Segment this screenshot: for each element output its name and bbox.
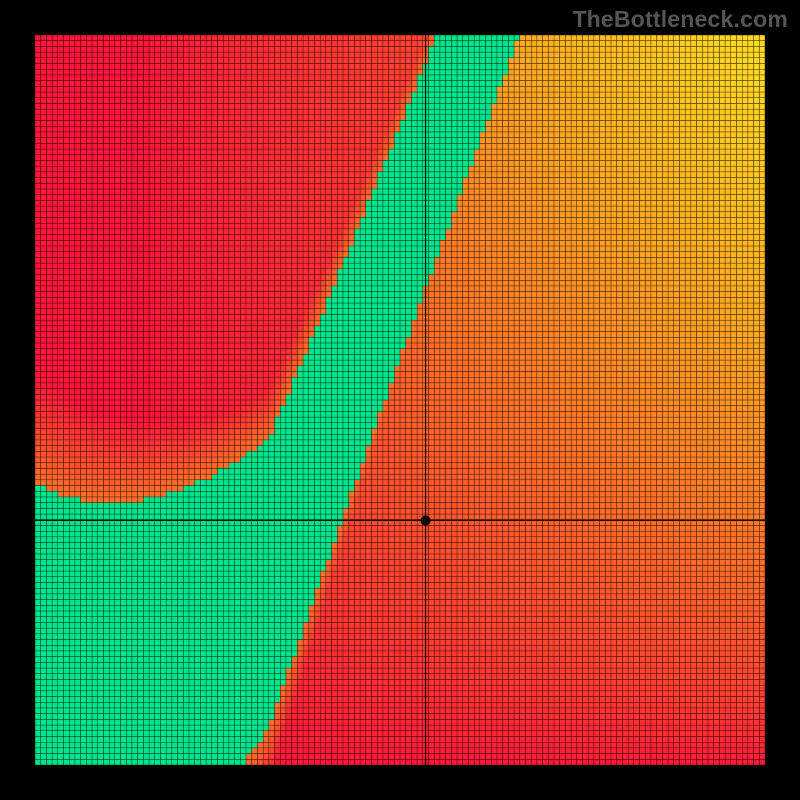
bottleneck-heatmap [35, 35, 765, 765]
watermark-text: TheBottleneck.com [572, 6, 788, 33]
